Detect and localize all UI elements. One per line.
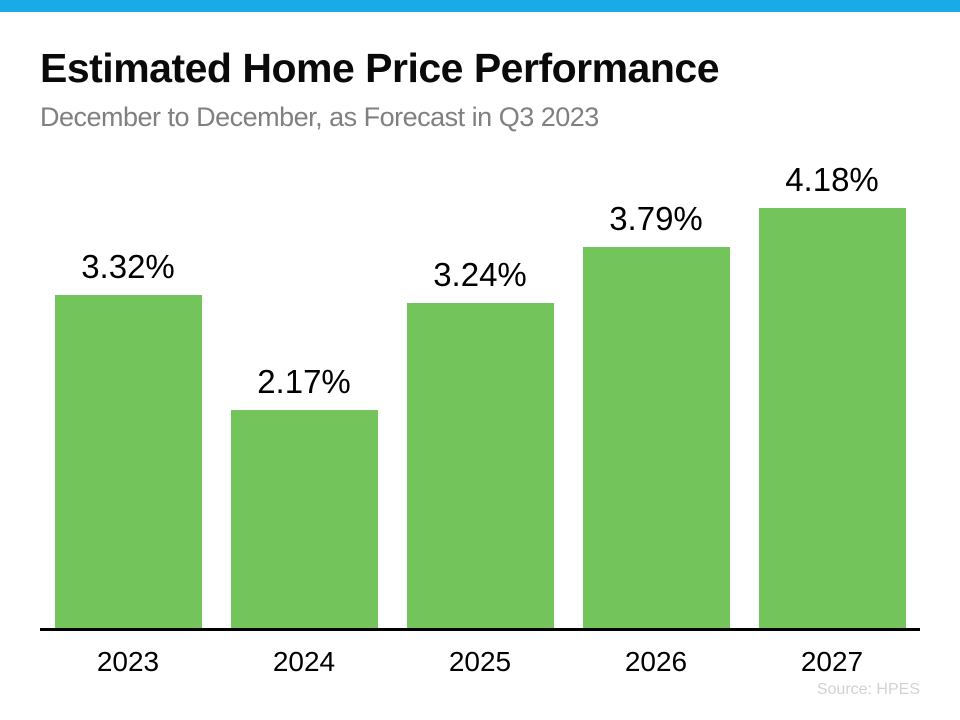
bar-value-label: 3.24%	[433, 256, 527, 293]
source-credit: Source: HPES	[816, 681, 920, 698]
bar-value-label: 2.17%	[257, 363, 351, 400]
x-axis-tick-label: 2027	[800, 646, 864, 677]
bar-group: 3.79%	[568, 160, 744, 628]
x-axis-labels: 2023 2024 2025 2026 2027	[40, 631, 920, 678]
bar-group: 3.24%	[392, 160, 568, 628]
bar-group: 3.32%	[40, 160, 216, 628]
top-accent-bar	[0, 0, 960, 12]
bar-chart: 3.32% 2.17% 3.24% 3.79% 4.18% 2023 2024 2025 20…	[40, 160, 920, 678]
bar	[406, 303, 554, 628]
x-axis-tick-label: 2025	[448, 646, 512, 677]
bar	[758, 208, 906, 628]
page-title: Estimated Home Price Performance	[40, 45, 720, 91]
page-subtitle: December to December, as Forecast in Q3 …	[40, 101, 599, 132]
bar-group: 4.18%	[744, 160, 920, 628]
bar-value-label: 3.32%	[81, 248, 175, 285]
bar	[230, 410, 378, 628]
x-axis-tick-label: 2023	[96, 646, 160, 677]
bar-value-label: 3.79%	[609, 200, 703, 237]
bar-group: 2.17%	[216, 160, 392, 628]
bar-series: 3.32% 2.17% 3.24% 3.79% 4.18%	[40, 160, 920, 628]
chart-header: Estimated Home Price Performance Decembe…	[40, 45, 920, 133]
bar	[582, 247, 730, 628]
x-axis-tick-label: 2024	[272, 646, 336, 677]
plot-area: 3.32% 2.17% 3.24% 3.79% 4.18%	[40, 160, 920, 631]
bar-value-label: 4.18%	[785, 161, 879, 198]
bar	[54, 295, 202, 628]
x-axis-tick-label: 2026	[624, 646, 688, 677]
